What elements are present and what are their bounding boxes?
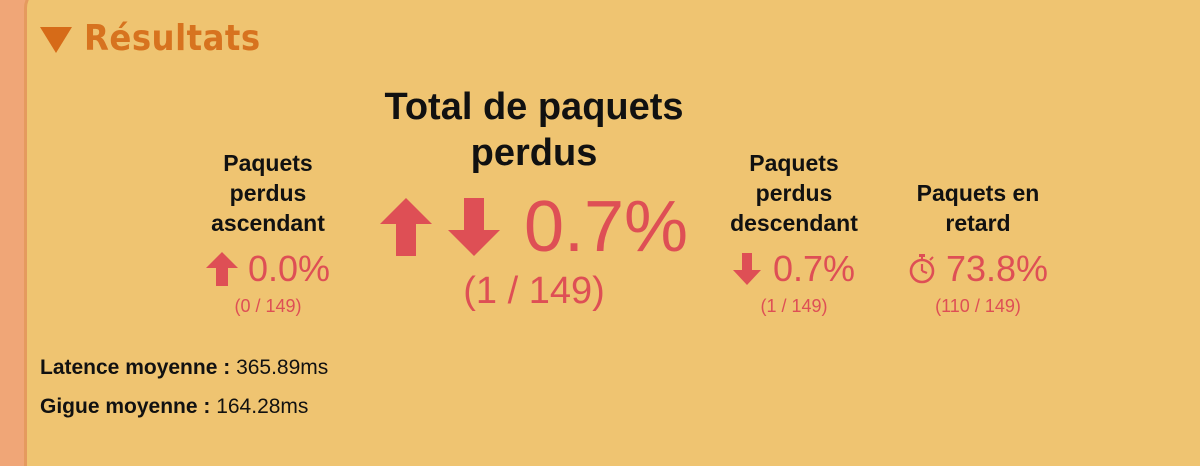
stat-count: (1 / 149) — [760, 296, 828, 316]
stat-value-row: 0.7% — [350, 186, 718, 268]
chevron-down-icon[interactable] — [40, 26, 72, 53]
section-title: Résultats — [84, 18, 261, 59]
arrow-up-icon — [379, 198, 432, 256]
stat-value: 0.7% — [772, 248, 856, 289]
stat-label-line: perdus — [470, 132, 598, 174]
stat-label-line: Paquets — [223, 150, 313, 176]
stat-late-packets: Paquets en retard 73.8% (110 / 149) — [888, 178, 1068, 317]
stat-label: Paquets perdus descendant — [708, 148, 880, 238]
results-section-toggle[interactable]: Résultats — [40, 18, 280, 59]
stat-value-row: 0.0% — [178, 248, 358, 290]
stat-value: 0.0% — [247, 248, 331, 289]
stat-value: 0.7% — [523, 187, 689, 267]
stat-upload-loss: Paquets perdus ascendant 0.0% (0 / 149) — [178, 148, 358, 317]
jitter-label: Gigue moyenne : — [40, 395, 217, 418]
stat-label-line: descendant — [730, 210, 858, 236]
arrow-down-icon — [447, 198, 500, 256]
stat-label-line: Paquets — [749, 150, 839, 176]
stat-label-line: ascendant — [211, 210, 325, 236]
arrow-up-icon — [205, 252, 238, 286]
stat-label: Paquets perdus ascendant — [178, 148, 358, 238]
stat-label-line: retard — [945, 210, 1011, 236]
stat-download-loss: Paquets perdus descendant 0.7% (1 / 149) — [708, 148, 880, 317]
stat-count: (1 / 149) — [463, 270, 605, 312]
arrow-down-icon — [732, 253, 761, 285]
stat-label: Total de paquets perdus — [350, 84, 718, 176]
latency-value: 365.89ms — [236, 356, 329, 379]
metrics-block: Latence moyenne : 365.89ms Gigue moyenne… — [40, 348, 328, 426]
stat-count: (0 / 149) — [234, 296, 302, 316]
stat-value-row: 73.8% — [888, 248, 1068, 290]
stat-label-line: perdus — [229, 180, 307, 206]
latency-row: Latence moyenne : 365.89ms — [40, 348, 328, 387]
stopwatch-icon — [909, 254, 935, 284]
stat-label-line: Total de paquets — [384, 86, 684, 128]
jitter-row: Gigue moyenne : 164.28ms — [40, 387, 328, 426]
stat-count: (110 / 149) — [935, 296, 1021, 316]
latency-label: Latence moyenne : — [40, 356, 237, 379]
stat-value-row: 0.7% — [708, 248, 880, 290]
results-panel — [24, 0, 1200, 466]
stat-value: 73.8% — [945, 248, 1049, 289]
stat-label: Paquets en retard — [888, 178, 1068, 238]
stat-total-loss: Total de paquets perdus 0.7% (1 / 149) — [350, 84, 718, 313]
stat-label-line: Paquets en — [916, 180, 1040, 206]
jitter-value: 164.28ms — [216, 395, 309, 418]
stat-label-line: perdus — [755, 180, 833, 206]
